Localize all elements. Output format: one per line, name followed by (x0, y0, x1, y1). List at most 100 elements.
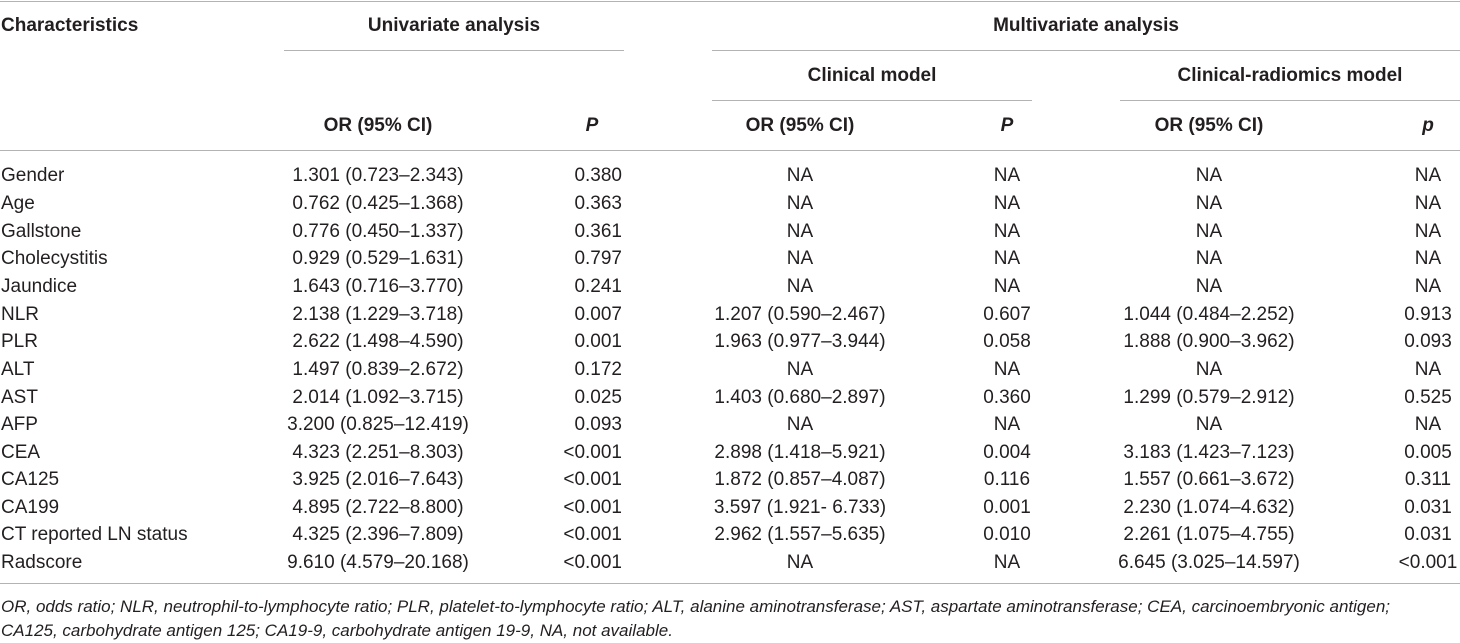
row-name: Cholecystitis (1, 248, 108, 269)
row-clin-or: 1.963 (0.977–3.944) (714, 331, 886, 352)
row-uni-p: 0.001 (574, 331, 622, 352)
row-rad-or: NA (1195, 359, 1223, 380)
table-footnote: OR, odds ratio; NLR, neutrophil-to-lymph… (1, 595, 1459, 643)
table-row: AST 2.014 (1.092–3.715) 0.025 1.403 (0.6… (0, 387, 1460, 415)
row-clin-or: NA (786, 552, 814, 573)
row-rad-or: 1.044 (0.484–2.252) (1123, 304, 1295, 325)
row-uni-or: 9.610 (4.579–20.168) (287, 552, 469, 573)
row-clin-p: 0.001 (983, 497, 1031, 518)
row-clin-p: NA (993, 221, 1021, 242)
row-clin-or: 3.597 (1.921- 6.733) (713, 497, 887, 518)
row-name: AFP (1, 414, 38, 435)
row-clin-p: NA (993, 248, 1021, 269)
row-uni-or: 0.762 (0.425–1.368) (292, 193, 464, 214)
row-clin-or: NA (786, 165, 814, 186)
row-clin-or: 1.872 (0.857–4.087) (714, 469, 886, 490)
row-name: CEA (1, 442, 41, 463)
row-uni-p: <0.001 (563, 524, 622, 545)
row-clin-p: NA (993, 193, 1021, 214)
row-rad-p: NA (1414, 359, 1442, 380)
table-row: AFP 3.200 (0.825–12.419) 0.093 NA NA NA … (0, 414, 1460, 442)
row-uni-p: 0.380 (574, 165, 622, 186)
row-clin-or: 1.403 (0.680–2.897) (714, 387, 886, 408)
row-name: Radscore (1, 552, 83, 573)
table-top-rule (0, 1, 1460, 2)
row-uni-or: 1.497 (0.839–2.672) (292, 359, 464, 380)
row-uni-or: 2.138 (1.229–3.718) (292, 304, 464, 325)
header-bottom-rule (0, 150, 1460, 151)
row-name: ALT (1, 359, 35, 380)
row-name: Age (1, 193, 35, 214)
row-uni-or: 1.643 (0.716–3.770) (292, 276, 464, 297)
row-rad-p: NA (1414, 414, 1442, 435)
row-clin-or: NA (786, 221, 814, 242)
row-uni-p: 0.007 (574, 304, 622, 325)
row-rad-p: NA (1414, 193, 1442, 214)
table-row: Jaundice 1.643 (0.716–3.770) 0.241 NA NA… (0, 276, 1460, 304)
row-uni-or: 0.776 (0.450–1.337) (292, 221, 464, 242)
row-clin-p: 0.004 (983, 442, 1031, 463)
table-row: CT reported LN status 4.325 (2.396–7.809… (0, 524, 1460, 552)
row-uni-p: 0.361 (574, 221, 622, 242)
table-row: Radscore 9.610 (4.579–20.168) <0.001 NA … (0, 552, 1460, 580)
row-rad-or: NA (1195, 193, 1223, 214)
row-uni-or: 0.929 (0.529–1.631) (292, 248, 464, 269)
row-clin-p: 0.058 (983, 331, 1031, 352)
row-clin-or: NA (786, 414, 814, 435)
row-rad-or: NA (1195, 221, 1223, 242)
row-name: NLR (1, 304, 40, 325)
row-uni-p: <0.001 (563, 442, 622, 463)
row-clin-p: NA (993, 276, 1021, 297)
row-uni-or: 1.301 (0.723–2.343) (292, 165, 464, 186)
footnote-line-2: CA125, carbohydrate antigen 125; CA19-9,… (1, 621, 673, 640)
row-clin-or: 2.898 (1.418–5.921) (714, 442, 886, 463)
row-clin-or: NA (786, 276, 814, 297)
row-name: CT reported LN status (1, 524, 188, 545)
row-clin-or: 2.962 (1.557–5.635) (714, 524, 886, 545)
header-rad-p: p (1422, 115, 1434, 136)
row-clin-p: 0.607 (983, 304, 1031, 325)
row-clin-p: 0.360 (983, 387, 1031, 408)
row-uni-or: 2.014 (1.092–3.715) (292, 387, 464, 408)
row-rad-or: NA (1195, 414, 1223, 435)
header-clinical-radiomics-model: Clinical-radiomics model (1177, 65, 1403, 86)
row-uni-p: 0.363 (574, 193, 622, 214)
row-rad-or: 1.557 (0.661–3.672) (1123, 469, 1295, 490)
row-rad-or: 3.183 (1.423–7.123) (1123, 442, 1295, 463)
row-name: Gallstone (1, 221, 82, 242)
row-uni-p: 0.241 (574, 276, 622, 297)
footnote-line-1: OR, odds ratio; NLR, neutrophil-to-lymph… (1, 597, 1391, 616)
row-rad-or: 1.299 (0.579–2.912) (1123, 387, 1295, 408)
row-uni-or: 4.323 (2.251–8.303) (292, 442, 464, 463)
table-row: Age 0.762 (0.425–1.368) 0.363 NA NA NA N… (0, 193, 1460, 221)
table-row: Gallstone 0.776 (0.450–1.337) 0.361 NA N… (0, 221, 1460, 249)
row-rad-or: 2.261 (1.075–4.755) (1123, 524, 1295, 545)
row-clin-p: 0.010 (983, 524, 1031, 545)
row-rad-or: NA (1195, 165, 1223, 186)
row-clin-or: NA (786, 359, 814, 380)
row-rad-or: NA (1195, 276, 1223, 297)
row-rad-p: NA (1414, 276, 1442, 297)
row-name: Gender (1, 165, 65, 186)
header-uni-or: OR (95% CI) (323, 115, 433, 136)
row-rad-p: 0.525 (1404, 387, 1452, 408)
table-row: Cholecystitis 0.929 (0.529–1.631) 0.797 … (0, 248, 1460, 276)
table-row: CEA 4.323 (2.251–8.303) <0.001 2.898 (1.… (0, 442, 1460, 470)
row-uni-p: <0.001 (563, 469, 622, 490)
row-name: AST (1, 387, 38, 408)
multivariate-underline (712, 50, 1460, 51)
header-clin-p: P (1000, 115, 1014, 136)
table-row: PLR 2.622 (1.498–4.590) 0.001 1.963 (0.9… (0, 331, 1460, 359)
row-clin-p: NA (993, 414, 1021, 435)
header-univariate: Univariate analysis (367, 15, 541, 36)
row-uni-p: <0.001 (563, 497, 622, 518)
row-rad-p: 0.311 (1404, 469, 1452, 490)
row-clin-p: NA (993, 552, 1021, 573)
row-rad-p: 0.031 (1404, 524, 1452, 545)
clinical-model-underline (712, 100, 1032, 101)
row-uni-or: 4.895 (2.722–8.800) (292, 497, 464, 518)
table-row: NLR 2.138 (1.229–3.718) 0.007 1.207 (0.5… (0, 304, 1460, 332)
header-uni-p: P (585, 115, 599, 136)
clinical-radiomics-underline (1120, 100, 1460, 101)
row-name: CA125 (1, 469, 60, 490)
